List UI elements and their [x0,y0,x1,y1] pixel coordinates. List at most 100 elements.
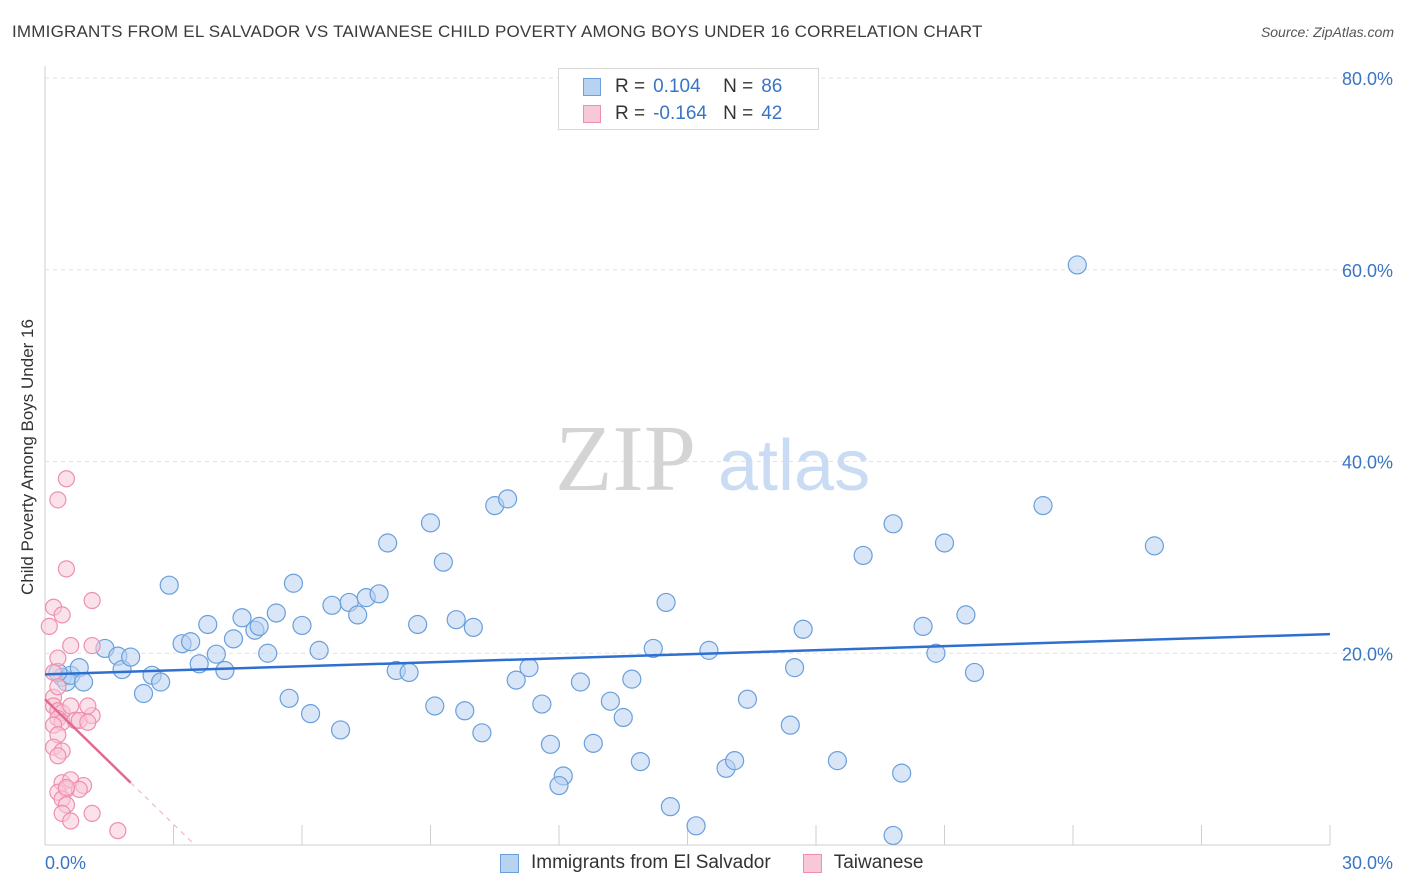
point-el-salvador [1033,496,1053,516]
point-el-salvador [472,723,492,743]
point-el-salvador [198,614,218,635]
point-taiwanese [57,560,76,578]
point-el-salvador [934,533,955,553]
legend-item-label: Taiwanese [833,852,924,873]
point-el-salvador [853,545,873,566]
point-el-salvador [133,683,154,704]
point-el-salvador [1144,536,1164,556]
point-el-salvador [279,688,299,708]
legend-swatch-pink [583,105,601,123]
point-el-salvador [206,644,226,664]
point-taiwanese [49,678,67,696]
point-el-salvador [613,707,633,728]
trend-lines [44,632,1331,846]
legend-row-taiwanese: R = -0.164 N = 42 [583,102,782,126]
legend-n-value: 42 [761,103,783,124]
point-el-salvador [348,605,368,625]
point-el-salvador [151,672,171,692]
legend-r-value: -0.164 [653,103,707,124]
point-el-salvador [892,763,912,783]
point-el-salvador [420,513,441,533]
legend-swatch-blue [500,853,519,873]
legend-item-label: Immigrants from El Salvador [531,852,771,873]
legend-r-value: 0.104 [653,76,701,97]
point-taiwanese [83,636,101,655]
legend-row-el-salvador: R = 0.104 N = 86 [583,75,782,99]
point-el-salvador [433,552,453,572]
watermark-atlas: atlas [718,426,870,506]
point-el-salvador [956,605,976,625]
point-taiwanese [49,649,67,667]
point-el-salvador [369,584,389,604]
point-el-salvador [258,643,278,663]
point-el-salvador [725,751,745,771]
point-el-salvador [463,617,483,637]
point-el-salvador [532,694,552,714]
point-el-salvador [399,662,419,683]
legend-swatch-pink [802,853,822,873]
y-tick-label: 40.0% [1342,453,1393,473]
point-el-salvador [378,533,398,553]
point-el-salvador [784,658,805,678]
point-taiwanese [79,697,97,715]
point-taiwanese [62,697,80,715]
legend-n-label: N = [723,103,754,124]
point-el-salvador [121,647,141,667]
legend-r-label: R = [615,76,646,97]
point-el-salvador [446,610,466,630]
point-taiwanese [44,663,63,682]
point-taiwanese [83,591,101,610]
point-el-salvador [283,573,304,593]
point-el-salvador [583,733,603,753]
point-el-salvador [330,720,351,740]
legend-item-taiwanese[interactable]: Taiwanese [802,852,924,874]
data-points [40,255,1164,846]
y-tick-label: 60.0% [1342,261,1393,281]
point-el-salvador [425,696,445,716]
trend-line-taiwanese [44,698,132,784]
legend-n-label: N = [723,76,754,97]
x-tick-label: 0.0% [45,853,86,873]
point-el-salvador [737,689,758,709]
legend-item-el-salvador[interactable]: Immigrants from El Salvador [500,852,771,874]
point-el-salvador [73,672,94,692]
chart-title: IMMIGRANTS FROM EL SALVADOR VS TAIWANESE… [12,22,983,41]
legend-n-value: 86 [761,76,783,97]
correlation-legend: R = 0.104 N = 86 R = -0.164 N = 42 [558,68,819,130]
point-el-salvador [883,514,903,534]
point-taiwanese [40,617,58,636]
watermark-zip: ZIP [555,407,696,511]
series-legend: Immigrants from El Salvador Taiwanese [500,852,955,874]
point-el-salvador [964,662,985,683]
point-el-salvador [455,701,475,721]
point-taiwanese [53,606,71,624]
y-tick-label: 20.0% [1342,644,1393,664]
point-el-salvador [1067,255,1087,275]
y-tick-label: 80.0% [1342,69,1393,89]
point-el-salvador [913,616,933,637]
point-el-salvador [506,670,526,690]
point-el-salvador [232,608,252,628]
point-taiwanese [57,470,76,488]
point-el-salvador [630,751,650,772]
point-el-salvador [883,825,903,846]
point-el-salvador [322,595,342,615]
tick-labels: 20.0% 40.0% 60.0% 80.0% 0.0% 30.0% [45,69,1393,873]
point-el-salvador [793,619,813,639]
y-axis-label: Child Poverty Among Boys Under 16 [18,319,37,595]
point-taiwanese [109,822,127,840]
watermark: ZIP atlas [555,407,870,511]
source-label: Source: ZipAtlas.com [1260,24,1394,40]
point-el-salvador [643,638,663,659]
trend-line-el-salvador [44,632,1331,676]
point-el-salvador [309,640,329,660]
point-taiwanese [49,747,67,765]
point-el-salvador [408,614,428,635]
point-el-salvador [519,658,539,678]
point-taiwanese [83,804,101,822]
point-taiwanese [79,713,97,731]
point-taiwanese [49,491,67,509]
point-el-salvador [699,640,719,660]
point-el-salvador [540,734,561,754]
